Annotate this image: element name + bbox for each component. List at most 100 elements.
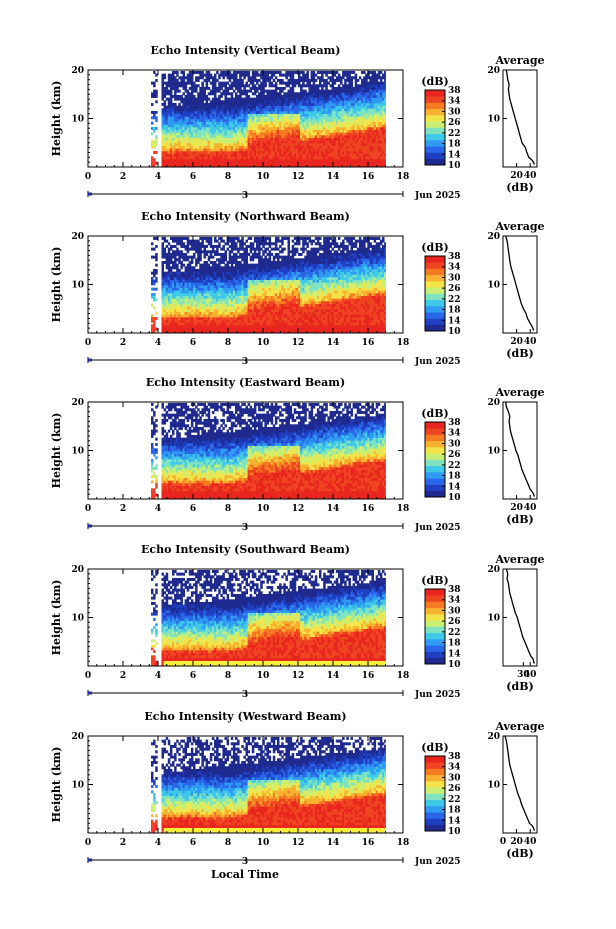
heatmap-cell: [220, 266, 223, 270]
heatmap-cell: [340, 132, 343, 136]
heatmap-cell: [169, 84, 173, 88]
heatmap-cell: [314, 100, 318, 104]
heatmap-cell: [207, 282, 211, 286]
heatmap-cell: [205, 110, 209, 114]
heatmap-cell: [155, 110, 158, 114]
heatmap-cell: [197, 105, 200, 109]
heatmap-cell: [195, 121, 198, 125]
heatmap-cell: [218, 145, 221, 149]
heatmap-cell: [384, 94, 386, 98]
heatmap-cell: [228, 250, 232, 254]
heatmap-cell: [195, 102, 198, 106]
heatmap-cell: [377, 164, 381, 168]
heatmap-cell: [184, 295, 188, 299]
heatmap-cell: [180, 271, 183, 275]
heatmap-cell: [337, 78, 341, 82]
heatmap-cell: [222, 247, 225, 251]
heatmap-cell: [277, 140, 280, 144]
heatmap-cell: [235, 148, 238, 152]
heatmap-cell: [214, 118, 217, 122]
heatmap-cell: [193, 282, 196, 286]
heatmap-cell: [377, 148, 381, 152]
heatmap-cell: [211, 105, 215, 109]
heatmap-cell: [295, 97, 299, 101]
heatmap-cell: [188, 319, 192, 323]
heatmap-cell: [321, 126, 324, 130]
heatmap-cell: [241, 142, 244, 146]
heatmap-cell: [319, 97, 322, 101]
heatmap-cell: [193, 126, 196, 130]
heatmap-cell: [165, 255, 169, 259]
heatmap-cell: [352, 76, 356, 80]
heatmap-cell: [216, 327, 219, 331]
heatmap-cell: [258, 126, 261, 130]
heatmap-cell: [178, 94, 181, 98]
heatmap-cell: [298, 126, 301, 130]
heatmap-cell: [197, 97, 200, 101]
heatmap-cell: [209, 102, 213, 106]
heatmap-cell: [207, 156, 211, 160]
heatmap-cell: [174, 108, 177, 112]
heatmap-cell: [214, 244, 217, 248]
heatmap-cell: [323, 145, 326, 149]
heatmap-cell: [337, 142, 341, 146]
heatmap-cell: [241, 137, 244, 141]
heatmap-cell: [163, 236, 167, 240]
heatmap-cell: [218, 148, 221, 152]
heatmap-cell: [205, 116, 209, 120]
heatmap-cell: [222, 140, 225, 144]
heatmap-cell: [163, 290, 167, 294]
heatmap-cell: [344, 73, 347, 77]
heatmap-cell: [172, 145, 175, 149]
heatmap-cell: [169, 266, 173, 270]
heatmap-cell: [241, 110, 244, 114]
heatmap-cell: [237, 308, 240, 312]
heatmap-cell: [295, 159, 299, 162]
heatmap-cell: [354, 121, 358, 125]
heatmap-cell: [367, 113, 370, 117]
heatmap-cell: [298, 105, 301, 109]
heatmap-cell: [226, 317, 230, 320]
heatmap-cell: [174, 76, 177, 80]
heatmap-cell: [251, 134, 255, 138]
heatmap-cell: [331, 97, 335, 101]
heatmap-cell: [281, 108, 284, 112]
heatmap-cell: [174, 303, 177, 307]
heatmap-cell: [379, 142, 383, 146]
heatmap-cell: [174, 327, 177, 331]
heatmap-cell: [228, 325, 232, 328]
heatmap-cell: [209, 121, 213, 125]
heatmap-cell: [270, 140, 274, 144]
heatmap-cell: [323, 118, 326, 122]
heatmap-cell: [243, 113, 246, 117]
heatmap-cell: [245, 159, 248, 162]
heatmap-cell: [235, 78, 238, 82]
heatmap-cell: [155, 255, 158, 259]
heatmap-cell: [281, 132, 284, 136]
heatmap-cell: [201, 319, 204, 323]
heatmap-cell: [365, 86, 368, 90]
heatmap-cell: [249, 86, 253, 90]
heatmap-cell: [161, 306, 164, 310]
heatmap-cell: [161, 78, 164, 82]
heatmap-cell: [316, 76, 320, 80]
heatmap-cell: [190, 319, 194, 323]
heatmap-cell: [211, 137, 215, 141]
heatmap-cell: [321, 73, 324, 77]
heatmap-cell: [277, 159, 280, 162]
heatmap-cell: [228, 134, 232, 138]
heatmap-cell: [186, 239, 190, 243]
heatmap-cell: [226, 300, 230, 304]
heatmap-cell: [264, 84, 267, 88]
heatmap-cell: [277, 164, 280, 168]
heatmap-cell: [224, 164, 227, 168]
heatmap-cell: [367, 151, 370, 154]
heatmap-cell: [222, 132, 225, 136]
heatmap-cell: [232, 308, 236, 312]
heatmap-cell: [327, 159, 330, 162]
heatmap-cell: [151, 255, 154, 259]
heatmap-cell: [201, 124, 204, 128]
heatmap-cell: [384, 129, 386, 133]
heatmap-cell: [163, 322, 167, 326]
heatmap-cell: [319, 161, 322, 165]
